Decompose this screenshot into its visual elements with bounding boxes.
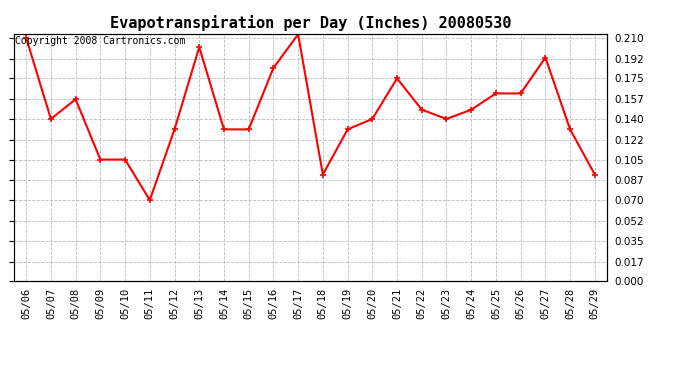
Text: Copyright 2008 Cartronics.com: Copyright 2008 Cartronics.com (15, 36, 186, 46)
Title: Evapotranspiration per Day (Inches) 20080530: Evapotranspiration per Day (Inches) 2008… (110, 15, 511, 31)
